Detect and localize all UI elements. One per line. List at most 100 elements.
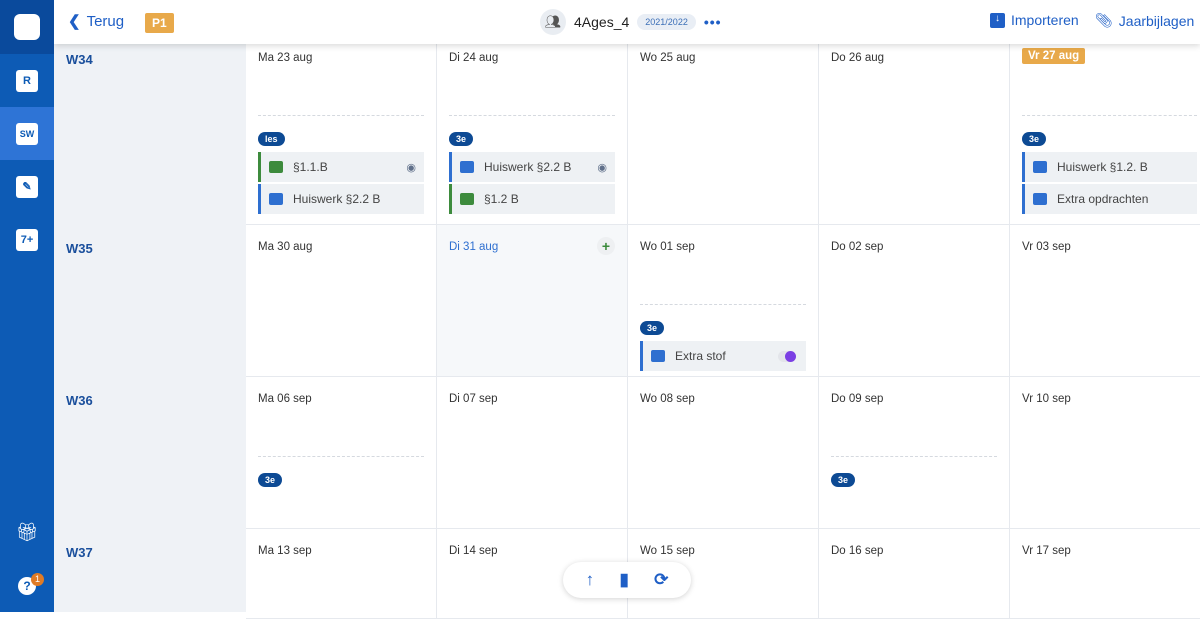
chevron-left-icon: ❮ [68, 13, 81, 30]
agenda-item[interactable]: Extra stof [640, 341, 806, 371]
class-avatar-icon: 👥︎ [540, 9, 566, 35]
lesson-tag: 3e [640, 321, 665, 335]
week-label: W35 [66, 241, 93, 256]
puzzle-logo-icon [14, 14, 40, 40]
day-date: Do 02 sep [831, 241, 884, 253]
sw-icon: SW [16, 122, 38, 145]
day-date: Vr 17 sep [1022, 545, 1071, 557]
lesson-tag: 3e [1022, 132, 1047, 146]
day-cell[interactable]: Wo 25 aug [628, 0, 819, 224]
day-date: Vr 03 sep [1022, 241, 1071, 253]
day-cell[interactable]: Di 24 aug 3e Huiswerk §2.2 B ◉ §1.2 B [437, 0, 628, 224]
day-cell[interactable]: Do 26 aug [819, 0, 1010, 224]
eye-hidden-icon[interactable]: ◉ [406, 161, 416, 174]
sidebar-item-roster[interactable]: R [0, 54, 54, 107]
lesson-tag: les [258, 132, 285, 146]
day-date: Vr 10 sep [1022, 393, 1071, 405]
agenda-item-label: Huiswerk §2.2 B [293, 192, 381, 206]
help-button[interactable]: ? 1 [0, 559, 54, 612]
eye-hidden-icon[interactable]: ◉ [597, 161, 607, 174]
homework-icon [1033, 193, 1047, 205]
agenda-item[interactable]: Huiswerk §1.2. B [1022, 152, 1197, 182]
day-date: Di 31 aug [449, 241, 499, 253]
divider [258, 456, 424, 457]
agenda-item[interactable]: Huiswerk §2.2 B [258, 184, 424, 214]
day-date: Wo 01 sep [640, 241, 695, 253]
homework-icon [460, 161, 474, 173]
agenda-item[interactable]: §1.1.B ◉ [258, 152, 424, 182]
refresh-button[interactable]: ⟳ [654, 570, 669, 589]
lesson-tag: 3e [449, 132, 474, 146]
day-date: Do 26 aug [831, 52, 885, 64]
gift-button[interactable]: 🎁︎ [0, 506, 54, 559]
day-cell[interactable]: Di 31 aug + [437, 225, 628, 376]
gift-icon: 🎁︎ [15, 522, 39, 542]
attachments-button[interactable]: 📎︎ Jaarbijlagen [1095, 12, 1194, 29]
week-row: W34 Ma 23 aug les §1.1.B ◉ Huiswerk §2.2 B Di … [66, 0, 1200, 225]
agenda-item-label: Extra stof [675, 349, 726, 363]
lesson-icon [460, 193, 474, 205]
day-cell[interactable]: Ma 13 sep [246, 529, 437, 618]
day-date: Vr 27 aug [1022, 48, 1086, 64]
help-badge: 1 [31, 573, 44, 586]
day-cell[interactable]: Wo 08 sep [628, 377, 819, 528]
agenda-item[interactable]: §1.2 B [449, 184, 615, 214]
lesson-icon [269, 161, 283, 173]
divider [640, 304, 806, 305]
week-row: W35 Ma 30 aug Di 31 aug + Wo 01 sep 3e Extra s… [66, 225, 1200, 377]
day-cell[interactable]: Ma 06 sep 3e [246, 377, 437, 528]
homework-icon [1033, 161, 1047, 173]
day-cell[interactable]: Ma 23 aug les §1.1.B ◉ Huiswerk §2.2 B [246, 0, 437, 224]
agenda-item[interactable]: Extra opdrachten [1022, 184, 1197, 214]
sidebar-item-studiewijzer[interactable]: SW [0, 107, 54, 160]
calendar-grid: W34 Ma 23 aug les §1.1.B ◉ Huiswerk §2.2 B Di … [66, 0, 1200, 619]
day-cell[interactable]: Ma 30 aug [246, 225, 437, 376]
day-cell[interactable]: Wo 01 sep 3e Extra stof [628, 225, 819, 376]
day-date: Di 07 sep [449, 393, 498, 405]
day-cell[interactable]: Vr 10 sep [1010, 377, 1200, 528]
divider [258, 115, 424, 116]
divider [1022, 115, 1197, 116]
school-year-badge: 2021/2022 [637, 14, 696, 30]
day-date: Di 24 aug [449, 52, 499, 64]
week-row: W37 Ma 13 sep Di 14 sep Wo 15 sep Do 16 sep V… [66, 529, 1200, 619]
day-cell[interactable]: Do 02 sep [819, 225, 1010, 376]
day-cell[interactable]: Do 16 sep [819, 529, 1010, 618]
paperclip-icon: 📎︎ [1095, 12, 1113, 28]
eraser-icon: ✎ [16, 175, 38, 198]
agenda-item[interactable]: Huiswerk §2.2 B ◉ [449, 152, 615, 182]
divider [831, 456, 997, 457]
week-row: W36 Ma 06 sep 3e Di 07 sep Wo 08 sep Do 09 se… [66, 377, 1200, 529]
day-date: Ma 30 aug [258, 241, 313, 253]
day-cell[interactable]: Vr 03 sep [1010, 225, 1200, 376]
day-date: Wo 08 sep [640, 393, 695, 405]
floating-toolbar: ↑ ▮ ⟳ [563, 562, 691, 598]
sidebar-item-edit[interactable]: ✎ [0, 160, 54, 213]
lesson-tag: 3e [258, 473, 283, 487]
day-cell[interactable]: Do 09 sep 3e [819, 377, 1010, 528]
back-button[interactable]: ❮ Terug [68, 12, 124, 31]
agenda-item-label: Extra opdrachten [1057, 192, 1149, 206]
stats-button[interactable]: ▮ [619, 570, 629, 589]
day-cell[interactable]: Vr 27 aug 3e Huiswerk §1.2. B Extra opdrach… [1010, 0, 1200, 224]
app-logo[interactable] [0, 0, 54, 54]
grade-7plus-icon: 7+ [16, 228, 38, 251]
visibility-toggle[interactable] [778, 350, 796, 362]
add-item-button[interactable]: + [597, 237, 615, 255]
divider [449, 115, 615, 116]
day-cell[interactable]: Wo 15 sep [628, 529, 819, 618]
day-cell[interactable]: Di 07 sep [437, 377, 628, 528]
week-label: W37 [66, 545, 93, 560]
scroll-up-button[interactable]: ↑ [585, 570, 595, 589]
agenda-item-label: §1.2 B [484, 192, 519, 206]
week-label: W34 [66, 52, 93, 67]
day-date: Ma 13 sep [258, 545, 312, 557]
sidebar-item-grades[interactable]: 7+ [0, 213, 54, 266]
calendar-r-icon: R [16, 69, 38, 92]
homework-icon [651, 350, 665, 362]
day-cell[interactable]: Vr 17 sep [1010, 529, 1200, 618]
period-badge: P1 [145, 13, 174, 33]
more-button[interactable]: ••• [703, 14, 722, 30]
attachments-label: Jaarbijlagen [1118, 12, 1195, 29]
import-button[interactable]: ↓ Importeren [990, 12, 1079, 28]
